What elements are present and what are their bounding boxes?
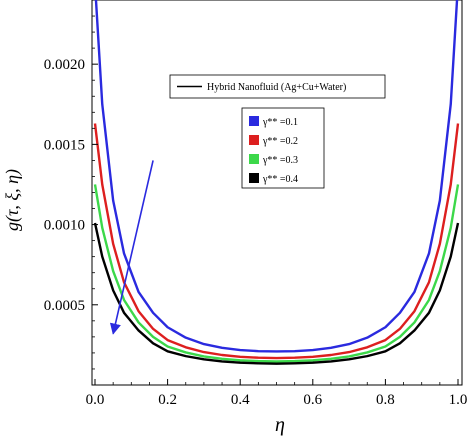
y-axis-label: g(τ, ξ, η) (2, 169, 23, 231)
x-tick-label: 0.0 (86, 392, 105, 408)
x-tick-label: 0.8 (376, 392, 395, 408)
legend-title-text: Hybrid Nanofluid (Ag+Cu+Water) (207, 82, 346, 93)
y-tick-label: 0.0010 (44, 218, 85, 234)
legend-label: γ** =0.3 (262, 155, 298, 166)
legend-title-box (169, 74, 386, 99)
legend-swatch (249, 135, 259, 145)
x-axis-ticks: 0.0 0.2 0.4 0.6 0.8 1.0 (86, 379, 468, 408)
series-line-1 (94, 0, 459, 353)
series-line-3 (93, 184, 460, 363)
legend-label: γ** =0.2 (262, 136, 298, 147)
x-tick-label: 1.0 (449, 392, 468, 408)
legend: Hybrid Nanofluid (Ag+Cu+Water) γ** =0.1γ… (169, 74, 386, 189)
trend-arrow (109, 160, 154, 335)
legend-label: γ** =0.1 (262, 117, 298, 128)
y-tick-label: 0.0015 (44, 137, 85, 153)
y-axis-ticks: 0.0005 0.0010 0.0015 0.0020 (44, 15, 98, 370)
legend-items: γ** =0.1 γ** =0.2 γ** =0.3 γ** =0.4 (249, 116, 298, 185)
x-axis-label: η (275, 414, 285, 436)
x-tick-label: 0.6 (303, 392, 322, 408)
legend-swatch (249, 154, 259, 164)
x-tick-label: 0.4 (231, 392, 250, 408)
legend-label: γ** =0.4 (262, 174, 298, 185)
y-tick-label: 0.0005 (44, 298, 85, 314)
y-tick-label: 0.0020 (44, 57, 85, 73)
legend-swatch (249, 173, 259, 183)
plot-frame (91, 0, 463, 386)
series-line-2 (93, 123, 460, 360)
series-line-4 (93, 222, 460, 365)
series-layer (93, 0, 460, 365)
x-tick-label: 0.2 (158, 392, 177, 408)
legend-swatch (249, 116, 259, 126)
